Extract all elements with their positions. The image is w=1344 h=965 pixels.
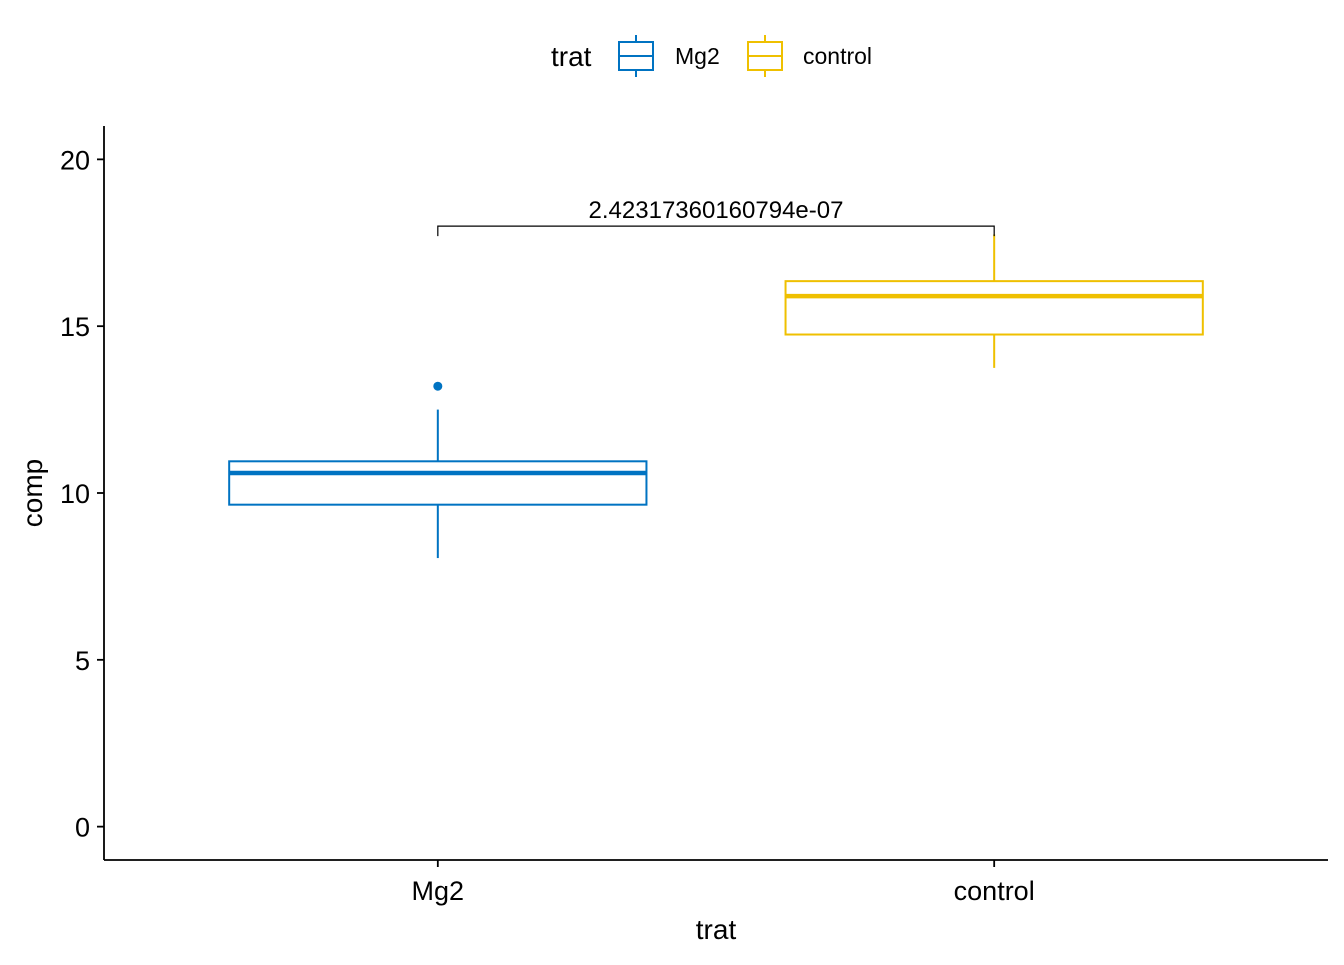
legend-label: Mg2: [675, 43, 720, 69]
legend-item-control: control: [747, 35, 872, 77]
legend-items: Mg2 control: [618, 35, 872, 77]
y-axis-title: comp: [17, 459, 48, 527]
outlier-point: [433, 381, 443, 391]
y-tick-label: 5: [75, 646, 90, 676]
x-axis-title: trat: [696, 914, 737, 945]
annotations: 2.42317360160794e-07: [437, 197, 995, 237]
x-tick-label: control: [954, 876, 1035, 906]
p-value-label: 2.42317360160794e-07: [589, 197, 844, 224]
box-mg2: [228, 381, 648, 559]
x-ticks: Mg2 control: [412, 860, 1035, 906]
legend-title: trat: [551, 41, 592, 72]
y-tick-label: 15: [60, 312, 90, 342]
axes: 0 5 10 15 20 Mg2 control: [60, 126, 1328, 906]
legend-label: control: [803, 43, 872, 69]
significance-bracket: [437, 225, 995, 237]
box-iqr: [228, 460, 648, 506]
legend-item-mg2: Mg2: [618, 35, 720, 77]
y-tick-label: 10: [60, 479, 90, 509]
x-tick-label: Mg2: [412, 876, 465, 906]
y-ticks: 0 5 10 15 20: [60, 145, 104, 843]
box-iqr: [784, 280, 1204, 336]
y-tick-label: 0: [75, 813, 90, 843]
boxes: [228, 234, 1204, 559]
legend: trat Mg2 control: [551, 35, 872, 77]
box-control: [784, 234, 1204, 368]
y-tick-label: 20: [60, 145, 90, 175]
